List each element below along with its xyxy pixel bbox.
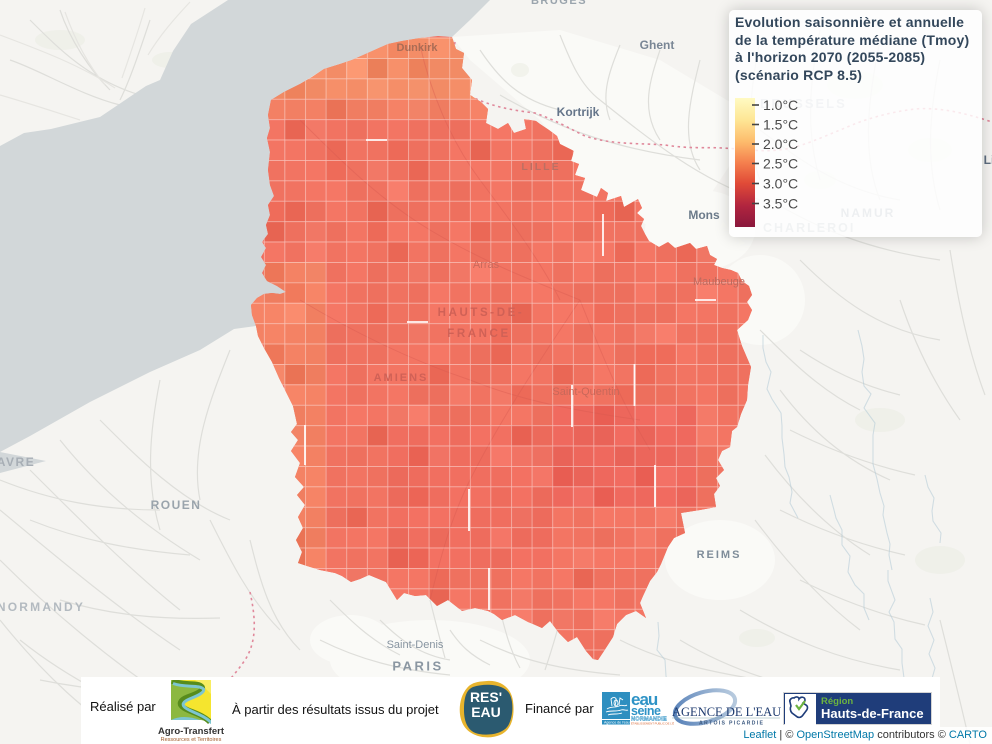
svg-text:RES': RES' bbox=[470, 689, 502, 705]
svg-text:2.5°C: 2.5°C bbox=[763, 156, 798, 172]
svg-text:2.0°C: 2.0°C bbox=[763, 136, 798, 152]
svg-text:1.5°C: 1.5°C bbox=[763, 117, 798, 133]
svg-text:3.0°C: 3.0°C bbox=[763, 176, 798, 192]
svg-text:3.5°C: 3.5°C bbox=[763, 196, 798, 212]
svg-text:ÉTABLISSEMENT PUBLIC DE L'ÉTAT: ÉTABLISSEMENT PUBLIC DE L'ÉTAT bbox=[631, 721, 674, 726]
svg-text:NORMANDIE: NORMANDIE bbox=[631, 717, 667, 723]
svg-text:ARTOIS PICARDIE: ARTOIS PICARDIE bbox=[699, 721, 764, 727]
svg-text:eau: eau bbox=[631, 691, 658, 709]
svg-text:Agence de l'eau: Agence de l'eau bbox=[604, 721, 630, 725]
svg-text:1.0°C: 1.0°C bbox=[763, 98, 798, 113]
svg-text:EAU: EAU bbox=[471, 704, 501, 720]
svg-text:AGENCE DE L'EAU: AGENCE DE L'EAU bbox=[672, 705, 781, 719]
svg-text:seine: seine bbox=[631, 704, 661, 718]
